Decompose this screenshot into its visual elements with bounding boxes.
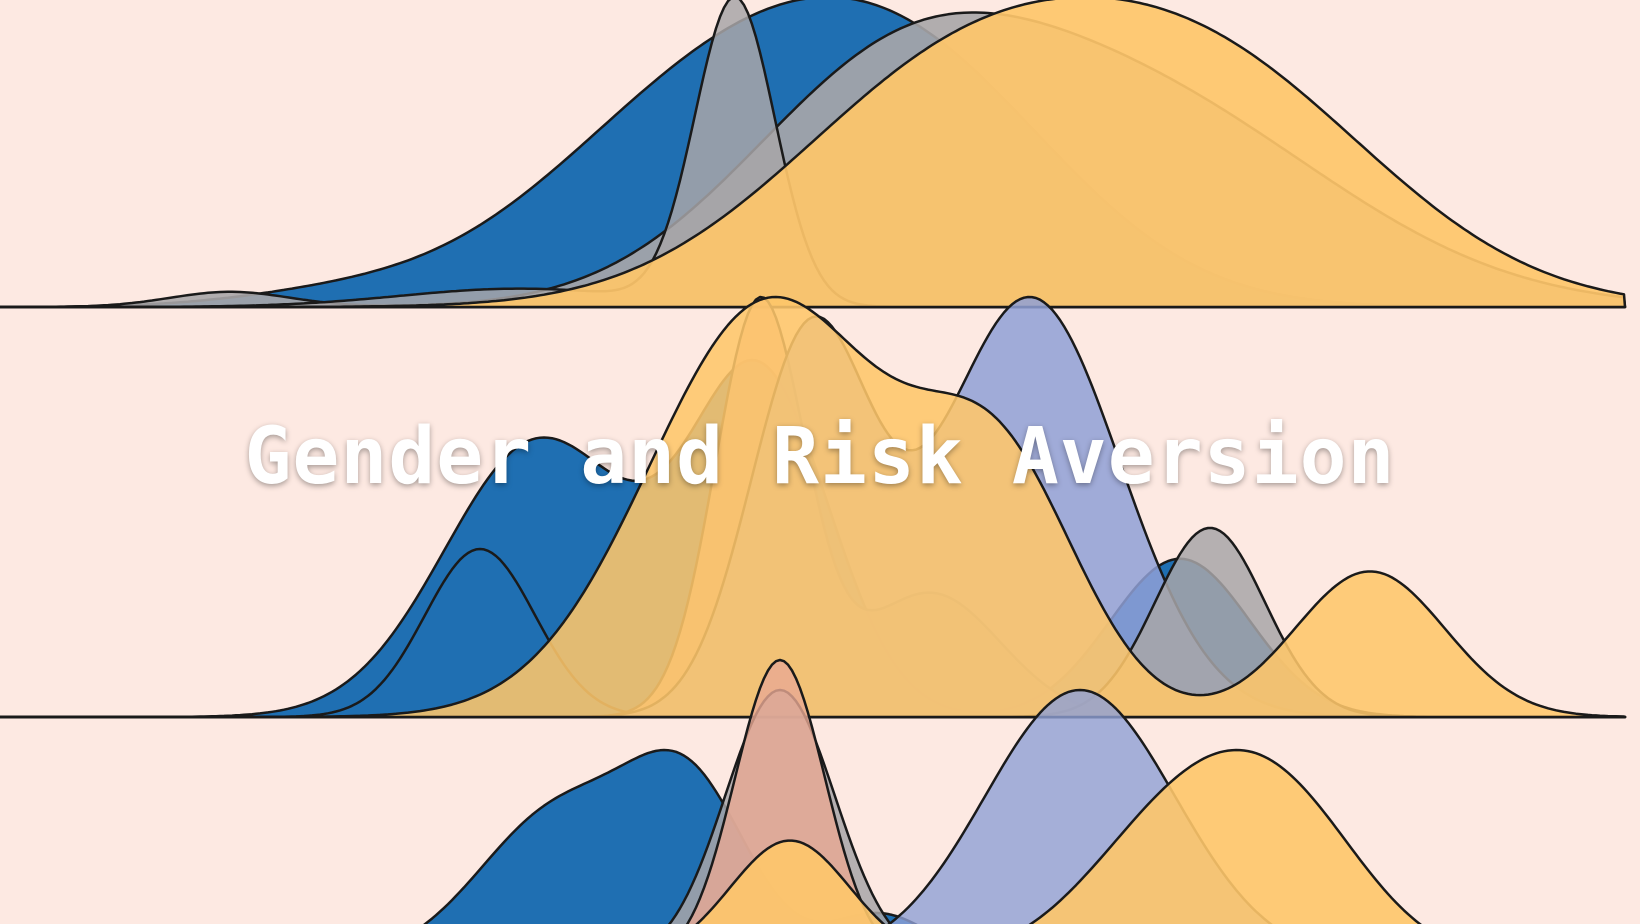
density-curve-gold	[695, 748, 1422, 924]
density-curve-gold	[0, 0, 1627, 309]
ridge-row-3	[423, 658, 1422, 924]
density-curve-salmon	[685, 658, 875, 924]
ridge-row-1	[0, 0, 1627, 309]
ridge-row-2	[0, 295, 1627, 719]
density-curve-gold	[0, 295, 1627, 719]
